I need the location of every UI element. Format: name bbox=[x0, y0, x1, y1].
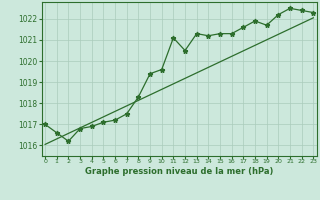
X-axis label: Graphe pression niveau de la mer (hPa): Graphe pression niveau de la mer (hPa) bbox=[85, 167, 273, 176]
